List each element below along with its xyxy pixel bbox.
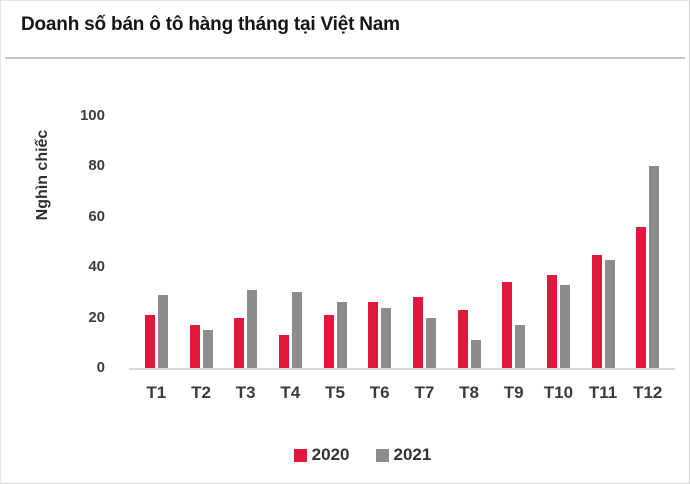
bar-group-T7: T7 (402, 116, 447, 403)
x-tick-label-T1: T1 (146, 383, 167, 402)
bar-2020-T7 (412, 297, 423, 368)
x-tick-label-T10: T10 (543, 383, 574, 402)
y-tick-label-0: 0 (96, 359, 105, 376)
bar-2020-T8 (457, 310, 468, 368)
bar-2021-T6 (381, 308, 392, 368)
legend-label: 2020 (311, 445, 350, 464)
bar-2020-T11 (591, 255, 602, 368)
y-axis-title: Nghìn chiếc (34, 129, 51, 221)
bar-2021-T9 (515, 325, 526, 368)
bar-2021-T7 (425, 318, 436, 368)
bar-group-T2: T2 (179, 116, 224, 403)
bar-2021-T12 (649, 166, 660, 368)
x-tick-label-T12: T12 (633, 383, 663, 402)
legend-item-2021: 2021 (375, 445, 432, 465)
bars-T12 (636, 116, 660, 368)
legend-label: 2021 (393, 445, 432, 464)
bar-group-T10: T10 (536, 116, 581, 403)
bars-T7 (412, 116, 436, 368)
x-tick-label-T3: T3 (235, 383, 256, 402)
chart-title: Doanh số bán ô tô hàng tháng tại Việt Na… (21, 14, 400, 35)
bar-group-T1: T1 (134, 116, 179, 403)
legend-item-2020: 2020 (293, 445, 350, 465)
x-tick-label-T5: T5 (325, 383, 345, 402)
bar-2021-T10 (559, 285, 570, 368)
bars-T8 (457, 116, 481, 368)
bar-group-T5: T5 (313, 116, 358, 403)
y-tick-label-20: 20 (88, 308, 105, 326)
bars-T10 (546, 116, 570, 368)
bars-T6 (368, 116, 392, 368)
bars-T4 (278, 116, 302, 368)
bar-group-T12: T12 (625, 116, 670, 403)
bar-2020-T2 (189, 325, 200, 368)
bar-2020-T1 (144, 315, 155, 368)
bars-T11 (591, 116, 615, 368)
bar-group-T8: T8 (447, 116, 492, 403)
y-tick-label-60: 60 (88, 207, 105, 225)
bar-2020-T9 (502, 282, 513, 368)
legend-swatch-icon (293, 448, 307, 462)
bar-group-T3: T3 (223, 116, 268, 403)
title-divider (5, 57, 685, 59)
y-tick-label-80: 80 (88, 157, 105, 175)
x-tick-label-T2: T2 (191, 383, 211, 402)
x-axis-line (129, 368, 675, 370)
bar-2021-T5 (336, 302, 347, 368)
x-tick-label-T8: T8 (459, 383, 479, 402)
bar-2020-T10 (546, 275, 557, 368)
bars-T3 (234, 116, 258, 368)
x-tick-label-T9: T9 (503, 383, 524, 402)
bar-2021-T2 (202, 330, 213, 368)
bar-2020-T3 (234, 318, 245, 368)
bars-T1 (144, 116, 168, 368)
bar-2020-T6 (368, 302, 379, 368)
bar-2021-T1 (157, 295, 168, 368)
bars-T5 (323, 116, 347, 368)
bar-2021-T8 (470, 340, 481, 368)
x-tick-label-T7: T7 (414, 383, 435, 402)
bars-T2 (189, 116, 213, 368)
x-tick-label-T4: T4 (280, 383, 301, 402)
legend: 2020 2021 (36, 445, 689, 465)
x-tick-label-T11: T11 (588, 383, 618, 402)
bar-group-T4: T4 (268, 116, 313, 403)
plot-area: T1 T2 T3 T4 T5 T6 T7 T8 T9 T10 T11 T12 (134, 116, 670, 403)
bar-2021-T3 (247, 290, 258, 368)
bar-group-T11: T11 (581, 116, 626, 403)
bar-2021-T4 (291, 292, 302, 368)
bar-group-T9: T9 (491, 116, 536, 403)
bar-2020-T12 (636, 227, 647, 368)
bar-group-T6: T6 (357, 116, 402, 403)
bar-2021-T11 (604, 260, 615, 368)
y-tick-label-100: 100 (79, 107, 105, 124)
bar-2020-T5 (323, 315, 334, 368)
x-tick-label-T6: T6 (369, 383, 390, 402)
bars-T9 (502, 116, 526, 368)
bar-2020-T4 (278, 335, 289, 368)
y-tick-label-40: 40 (88, 258, 105, 276)
legend-swatch-icon (375, 448, 389, 462)
